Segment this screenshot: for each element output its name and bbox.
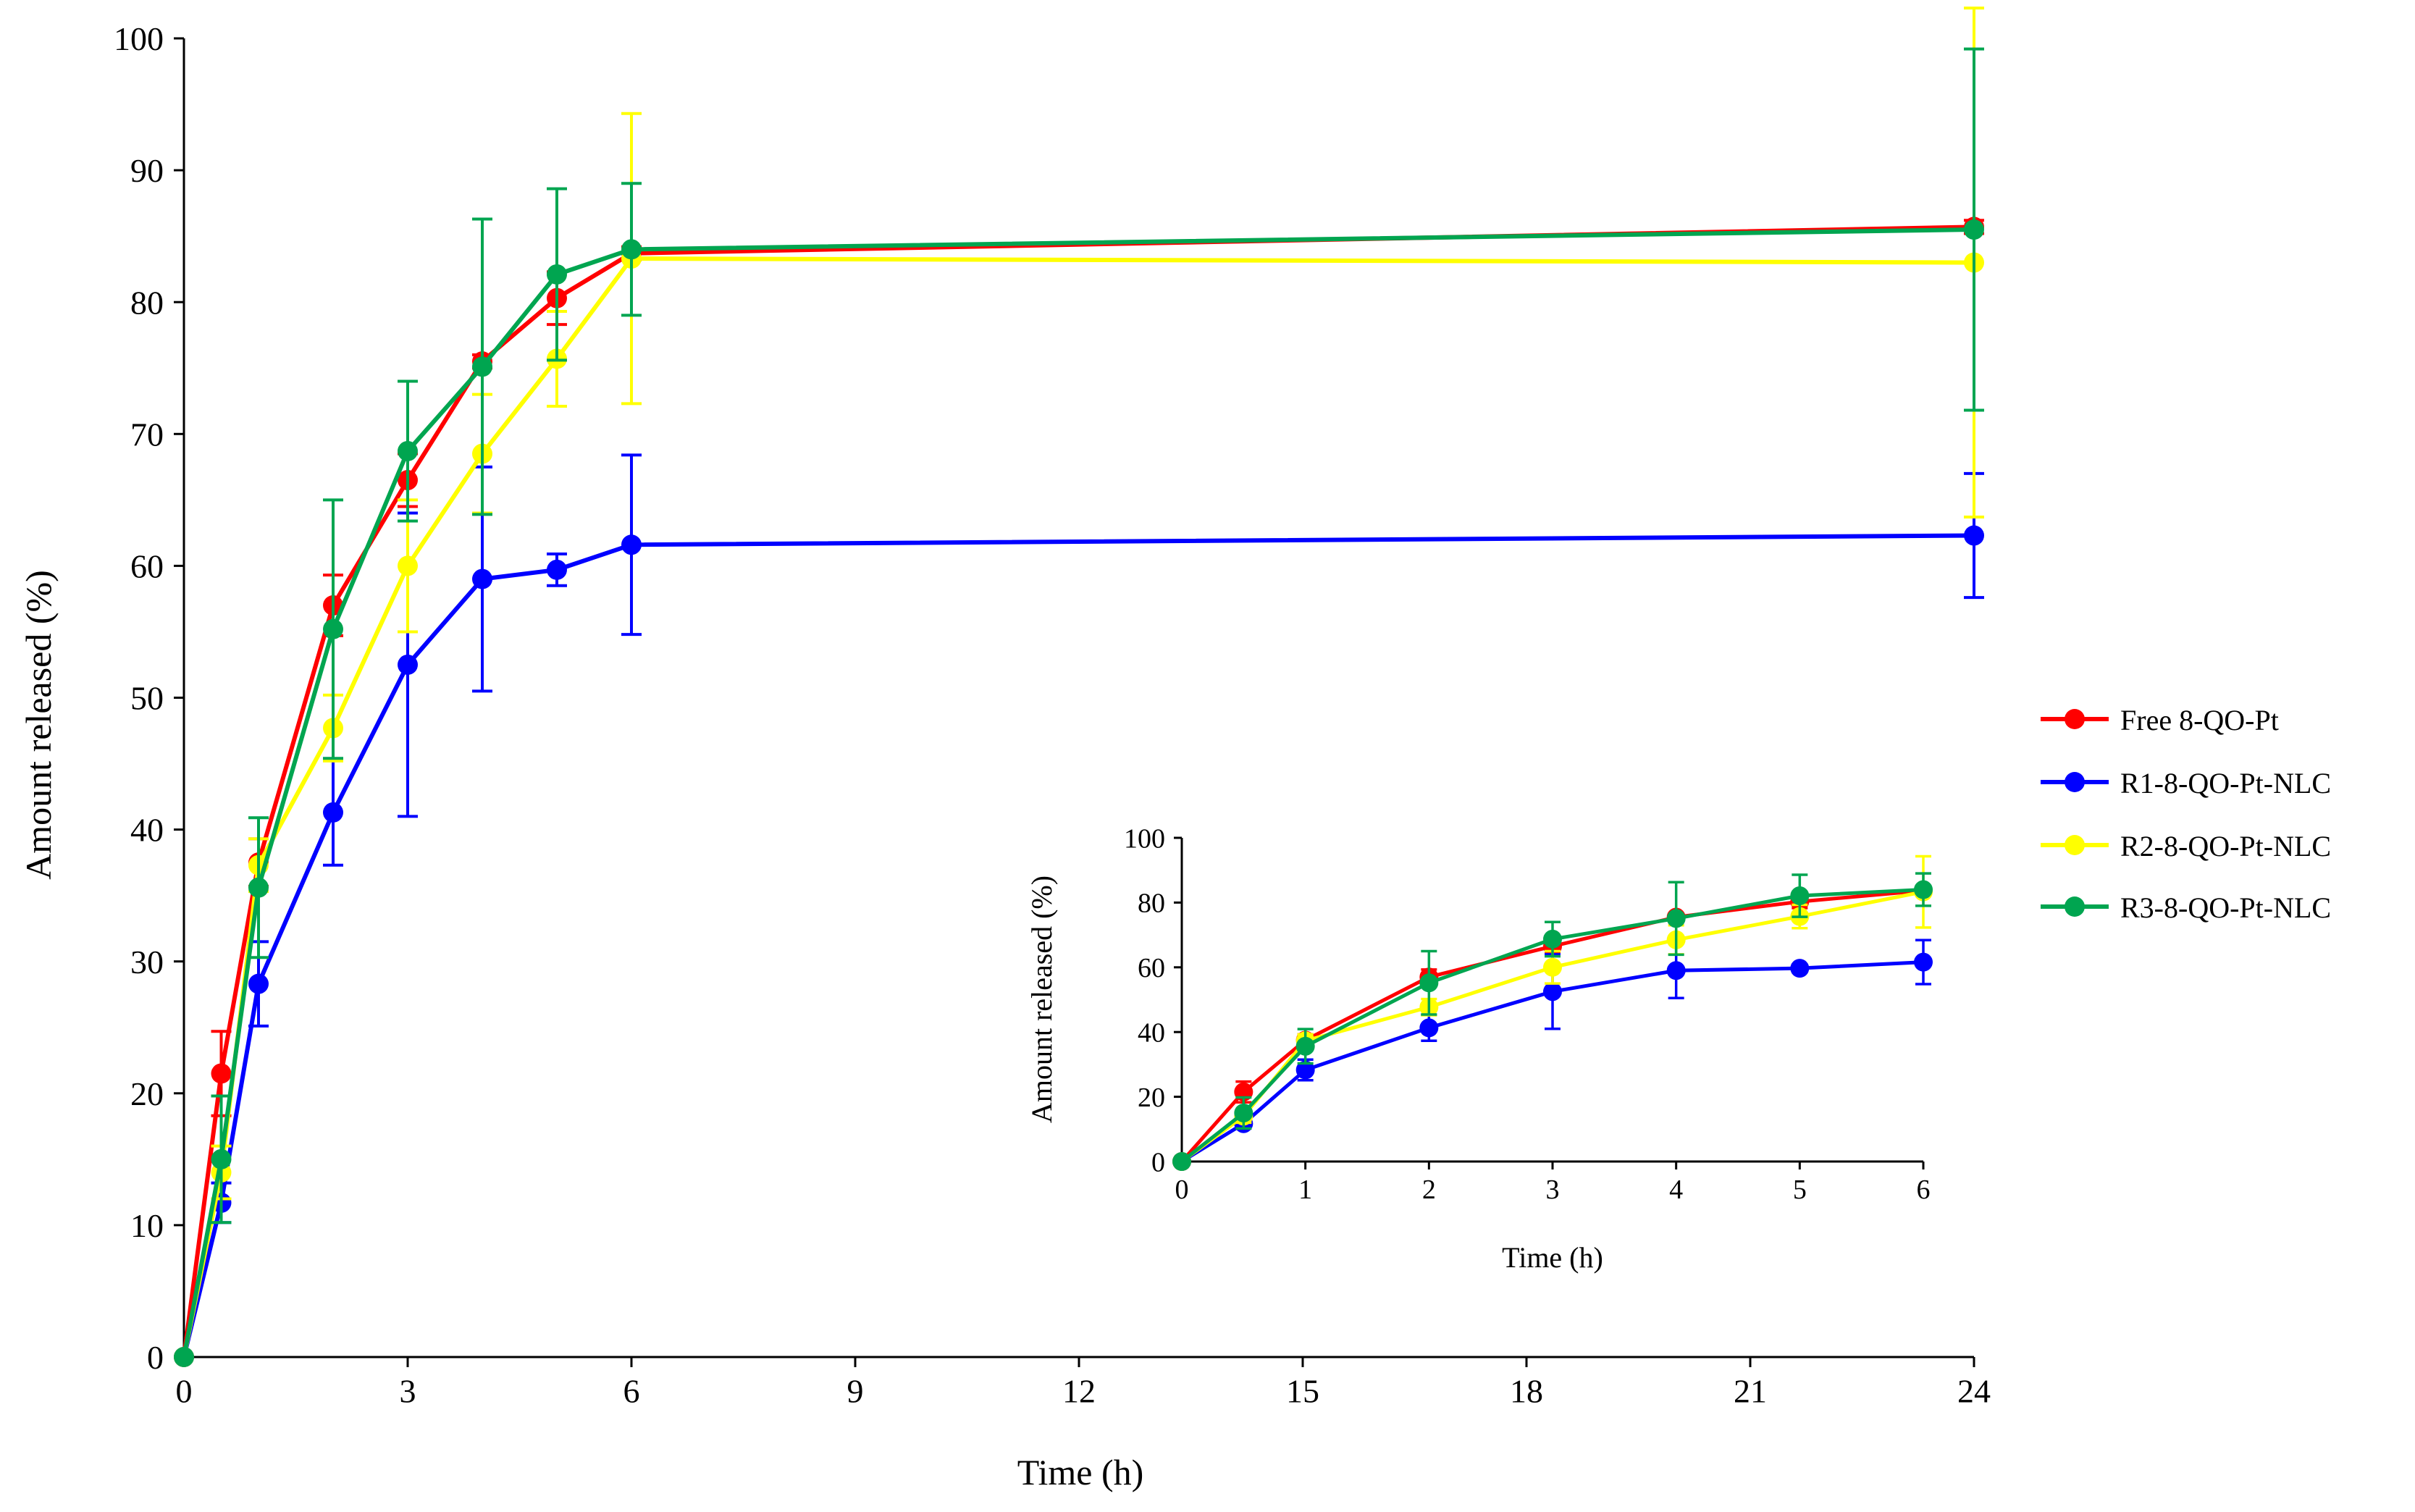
main-series-line [182, 227, 1975, 1358]
main-x-tick-label: 6 [623, 1372, 640, 1409]
inset-x-tick-label: 4 [1669, 1175, 1683, 1205]
main-series-line [182, 256, 1975, 1358]
inset-y-axis-title: Amount released (%) [1025, 875, 1058, 1123]
inset-data-point [1914, 880, 1933, 899]
inset-x-axis-title: Time (h) [1502, 1241, 1603, 1274]
main-y-axis-title: Amount released (%) [18, 570, 59, 880]
main-series-line [182, 224, 1975, 1358]
legend-label-r2: R2-8-QO-Pt-NLC [2120, 830, 2331, 862]
legend-item-r1: R1-8-QO-Pt-NLC [2041, 767, 2331, 799]
main-x-tick-label: 21 [1734, 1372, 1767, 1409]
main-data-point [398, 654, 418, 675]
main-x-tick-label: 24 [1957, 1372, 1991, 1409]
inset-data-point [1666, 909, 1686, 928]
main-data-point [211, 1148, 232, 1169]
inset-series-line [1180, 960, 1924, 1164]
main-y-tick-label: 80 [130, 284, 164, 321]
inset-chart: Amount released (%) Time (h) 02040608010… [1025, 823, 1933, 1274]
inset-series-line [1180, 888, 1924, 1163]
inset-data-point [1234, 1103, 1253, 1122]
main-data-point [323, 802, 343, 823]
legend-item-r3: R3-8-QO-Pt-NLC [2041, 891, 2331, 924]
main-chart: Amount released (%) Time (h) 01020304050… [18, 7, 1991, 1492]
main-y-tick-label: 10 [130, 1207, 164, 1244]
main-x-axis-title: Time (h) [1017, 1452, 1144, 1492]
main-x-tick-label: 18 [1510, 1372, 1543, 1409]
main-series-1 [174, 217, 1984, 1367]
main-y-tick-label: 40 [130, 812, 164, 849]
inset-data-point [1666, 961, 1686, 980]
main-data-point [547, 559, 567, 580]
main-series-4 [174, 47, 1984, 1367]
inset-data-point [1419, 1018, 1439, 1038]
main-y-tick-label: 20 [130, 1075, 164, 1112]
inset-y-tick-label: 20 [1138, 1083, 1165, 1113]
inset-x-tick-label: 3 [1546, 1175, 1560, 1205]
legend-label-free: Free 8-QO-Pt [2120, 704, 2279, 736]
main-y-tick-label: 100 [114, 20, 164, 57]
main-y-tick-label: 60 [130, 548, 164, 585]
inset-data-point [1172, 1152, 1191, 1171]
main-y-tick-label: 50 [130, 680, 164, 717]
main-x-tick-label: 0 [176, 1372, 193, 1409]
main-data-point [174, 1347, 194, 1367]
inset-x-tick-label: 1 [1298, 1175, 1312, 1205]
main-series-line [182, 533, 1975, 1358]
inset-y-tick-label: 80 [1138, 889, 1165, 919]
main-y-tick-label: 0 [147, 1339, 164, 1376]
main-x-tick-label: 3 [400, 1372, 416, 1409]
main-data-point [398, 555, 418, 576]
main-y-tick-label: 70 [130, 416, 164, 453]
inset-series-4 [1172, 872, 1933, 1171]
inset-y-tick-label: 0 [1151, 1147, 1165, 1177]
main-data-point [621, 239, 642, 260]
inset-data-point [1419, 973, 1439, 993]
inset-data-point [1914, 952, 1933, 972]
inset-plot-area: 0 20 40 60 80 100 0 1 2 3 4 5 6 [1124, 823, 1933, 1205]
main-y-tick-label: 90 [130, 152, 164, 189]
main-data-point [621, 534, 642, 555]
legend-marker-free [2065, 709, 2085, 729]
inset-x-tick-label: 0 [1175, 1175, 1189, 1205]
main-data-point [248, 973, 269, 994]
main-x-tick-label: 15 [1286, 1372, 1319, 1409]
inset-x-tick-label: 5 [1793, 1175, 1807, 1205]
main-data-point [211, 1063, 232, 1084]
inset-y-tick-label: 40 [1138, 1018, 1165, 1049]
main-data-point [323, 618, 343, 639]
legend-marker-r2 [2065, 835, 2085, 855]
inset-data-point [1543, 982, 1562, 1001]
inset-y-tick-label: 100 [1124, 823, 1165, 854]
inset-data-point [1790, 886, 1810, 906]
inset-data-point [1295, 1036, 1315, 1056]
legend-label-r1: R1-8-QO-Pt-NLC [2120, 767, 2331, 799]
main-y-tick-label: 30 [130, 944, 164, 980]
main-data-point [547, 264, 567, 285]
legend: Free 8-QO-Pt R1-8-QO-Pt-NLC R2-8-QO-Pt-N… [2041, 704, 2331, 924]
legend-item-r2: R2-8-QO-Pt-NLC [2041, 830, 2331, 862]
legend-label-r3: R3-8-QO-Pt-NLC [2120, 891, 2331, 924]
main-x-tick-label: 9 [847, 1372, 864, 1409]
inset-data-point [1543, 929, 1562, 949]
inset-y-tick-label: 60 [1138, 953, 1165, 983]
main-data-point [472, 568, 492, 589]
main-data-point [398, 440, 418, 461]
inset-x-tick-label: 6 [1917, 1175, 1931, 1205]
main-data-point [1964, 525, 1984, 546]
legend-item-free-8-qo-pt: Free 8-QO-Pt [2041, 704, 2279, 736]
legend-marker-r1 [2065, 772, 2085, 792]
inset-x-tick-label: 2 [1422, 1175, 1436, 1205]
main-x-tick-label: 12 [1062, 1372, 1096, 1409]
inset-data-point [1543, 957, 1562, 977]
inset-data-point [1295, 1060, 1315, 1080]
legend-marker-r3 [2065, 896, 2085, 917]
main-series-3 [174, 7, 1984, 1367]
main-data-point [248, 877, 269, 898]
inset-data-point [1790, 959, 1810, 978]
main-data-point [1964, 219, 1984, 240]
main-data-point [472, 356, 492, 377]
